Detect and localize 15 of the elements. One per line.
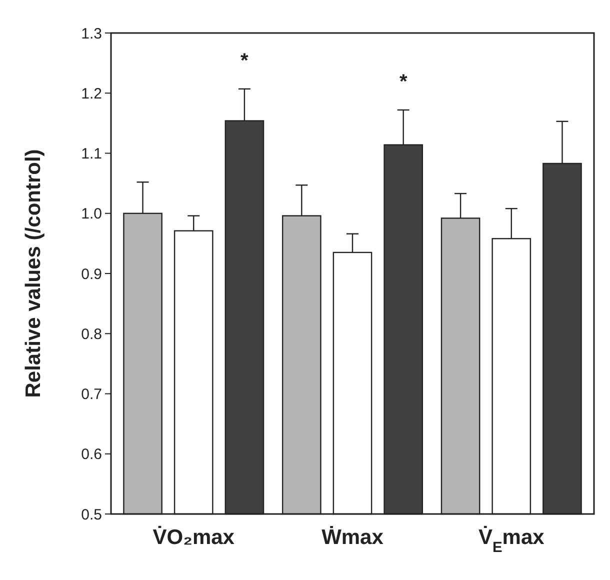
y-tick-label: 0.8 (81, 326, 102, 343)
x-tick-label: V̇$_{E}$max (478, 525, 545, 556)
annotation: * (240, 50, 249, 72)
y-tick-label: 1.2 (81, 85, 102, 102)
y-tick-label: 0.6 (81, 446, 102, 464)
y-tick-label: 0.7 (81, 386, 102, 403)
x-tick-label: V̇O₂max (152, 525, 235, 549)
y-tick-label: 0.5 (81, 506, 102, 524)
y-tick-label: 1.0 (81, 206, 102, 223)
x-tick-label: Ẇmax (322, 526, 384, 549)
annotation: * (399, 70, 408, 93)
y-tick-label: 1.1 (81, 146, 102, 162)
y-tick-label: 0.9 (81, 266, 102, 283)
y-axis-title: Relative values (/control) (22, 149, 45, 398)
y-tick-label: 1.3 (81, 25, 102, 42)
